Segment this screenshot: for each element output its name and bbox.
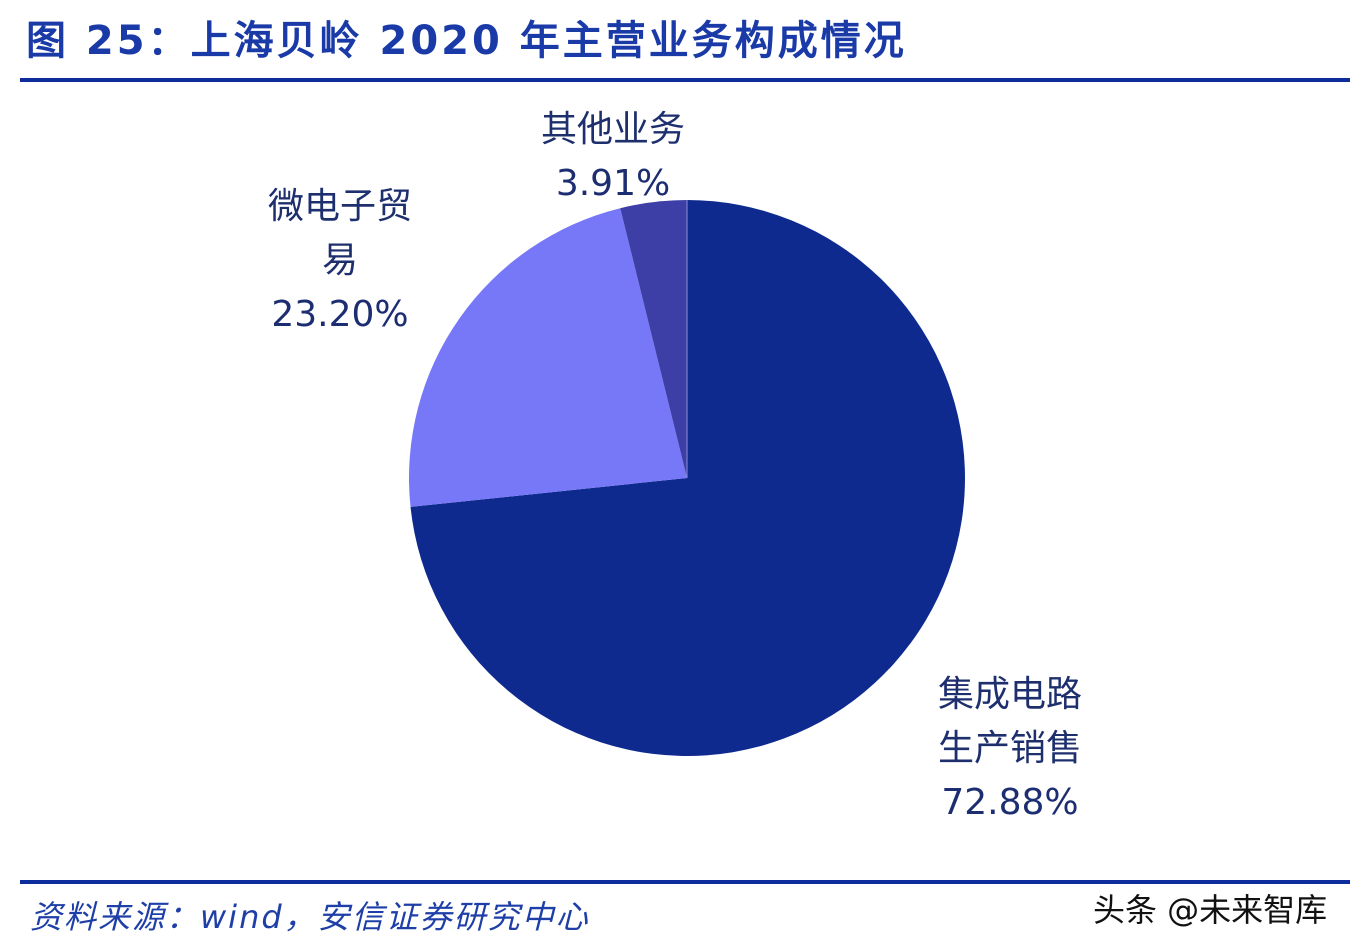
slice-other (620, 200, 687, 478)
label-ic: 集成电路 生产销售 72.88% (937, 674, 1082, 823)
footer-divider (20, 880, 1350, 884)
slice-ic (410, 200, 965, 756)
title-divider (20, 78, 1350, 82)
chart-title: 图 25：上海贝岭 2020 年主营业务构成情况 (26, 18, 907, 64)
slice-trade (408, 208, 687, 507)
watermark: 头条 @未来智库 (1093, 891, 1328, 929)
source-note: 资料来源：wind，安信证券研究中心 (30, 898, 590, 936)
label-other: 其他业务 3.91% (540, 109, 685, 204)
label-trade: 微电子贸 易 23.20% (267, 186, 412, 335)
